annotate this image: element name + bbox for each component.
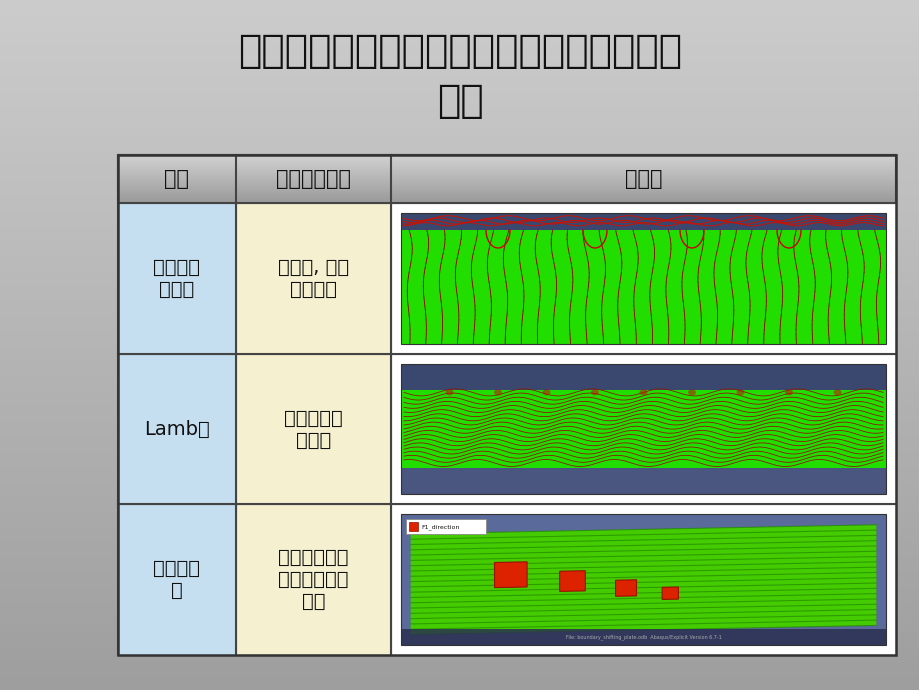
Ellipse shape xyxy=(639,389,647,395)
Text: 波在约束下传播到端面或底部称之为导波或: 波在约束下传播到端面或底部称之为导波或 xyxy=(238,32,681,70)
Bar xyxy=(401,514,885,645)
Bar xyxy=(391,203,895,354)
Bar xyxy=(401,390,885,469)
Bar xyxy=(118,354,236,504)
Polygon shape xyxy=(615,580,636,596)
Bar xyxy=(118,504,236,655)
Text: 导波: 导波 xyxy=(165,169,189,189)
Bar xyxy=(118,155,895,655)
Polygon shape xyxy=(410,525,875,635)
Bar xyxy=(236,504,391,655)
Bar xyxy=(401,213,885,230)
Bar xyxy=(236,203,391,354)
Bar xyxy=(405,520,485,534)
Polygon shape xyxy=(662,587,677,600)
Bar xyxy=(401,230,885,344)
Polygon shape xyxy=(494,562,527,588)
Text: 椭圆形, 贯穿
一个波长: 椭圆形, 贯穿 一个波长 xyxy=(278,258,348,299)
Ellipse shape xyxy=(736,389,743,395)
Text: 在水平方向上
与波传播方向
垂直: 在水平方向上 与波传播方向 垂直 xyxy=(278,548,348,611)
Ellipse shape xyxy=(833,389,841,395)
Text: 非对称的或
对称的: 非对称的或 对称的 xyxy=(284,408,343,449)
Bar xyxy=(401,364,885,494)
Text: File: boundary_shifting_plate.odb  Abaqus/Explicit Version 6.7-1: File: boundary_shifting_plate.odb Abaqus… xyxy=(565,634,720,640)
Ellipse shape xyxy=(784,389,792,395)
Ellipse shape xyxy=(590,389,598,395)
Bar xyxy=(118,155,895,655)
Ellipse shape xyxy=(494,389,502,395)
Bar xyxy=(118,155,895,203)
Bar xyxy=(401,469,885,494)
Bar xyxy=(118,203,236,354)
Ellipse shape xyxy=(542,389,550,395)
Text: F1_direction: F1_direction xyxy=(421,524,459,530)
Ellipse shape xyxy=(445,389,453,395)
Polygon shape xyxy=(559,571,584,591)
Bar xyxy=(409,522,417,531)
Bar xyxy=(391,504,895,655)
Bar xyxy=(401,514,885,645)
Text: 水平剪切
波: 水平剪切 波 xyxy=(153,559,200,600)
Text: 板波: 板波 xyxy=(437,82,482,120)
Text: 瑞利波或
表面波: 瑞利波或 表面波 xyxy=(153,258,200,299)
Bar xyxy=(391,354,895,504)
Text: Lamb波: Lamb波 xyxy=(144,420,210,439)
Ellipse shape xyxy=(687,389,696,395)
Bar xyxy=(236,354,391,504)
Bar xyxy=(401,364,885,390)
Text: 质点振动方向: 质点振动方向 xyxy=(276,169,351,189)
Text: 示意图: 示意图 xyxy=(624,169,662,189)
Bar xyxy=(401,629,885,645)
Bar xyxy=(401,213,885,344)
